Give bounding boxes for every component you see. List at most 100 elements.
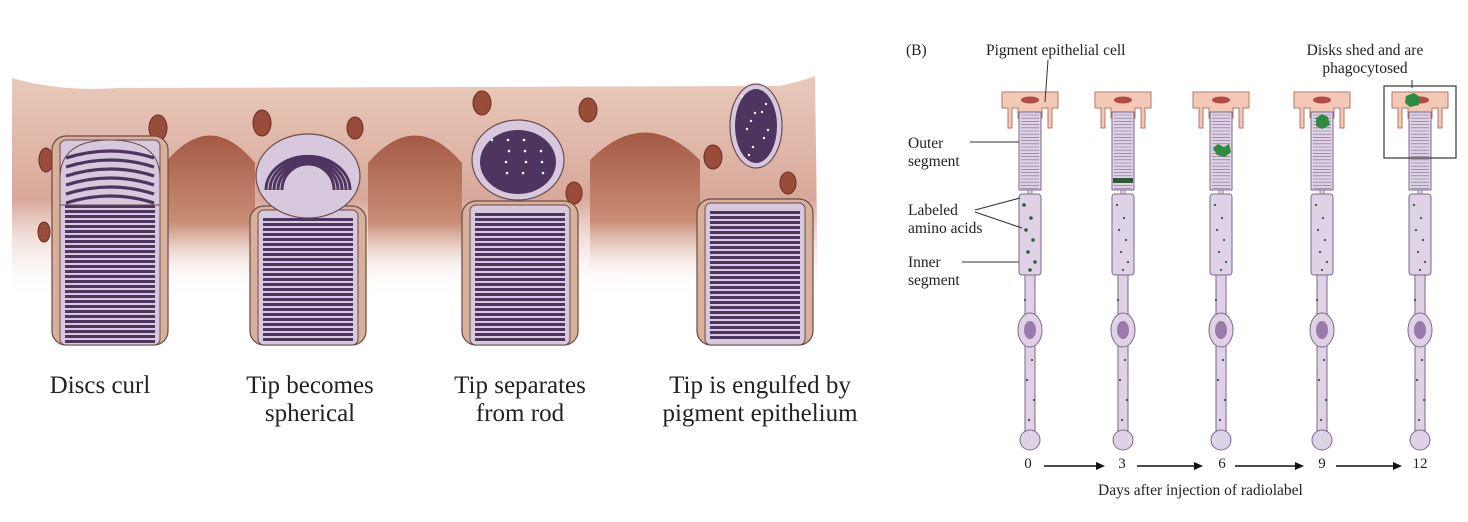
disc-3-278 [475, 278, 565, 281]
label-dot-3-4 [1318, 250, 1322, 254]
phagosome-speck-8 [760, 110, 764, 114]
disc-4-276 [710, 276, 800, 279]
disc-4-246 [710, 246, 800, 249]
rod-4 [696, 198, 814, 346]
label-dot-2-11 [1218, 418, 1222, 422]
day-label-12: 12 [1412, 456, 1428, 472]
curled-tip-stage-1 [59, 139, 161, 206]
label-dot-2-7 [1214, 298, 1218, 302]
label-dot-3-5 [1325, 260, 1329, 264]
pigment-cell-nucleus-1 [1114, 96, 1132, 104]
curled-disc-2 [65, 167, 155, 178]
disc-2-283 [263, 283, 353, 286]
disc-1-255 [65, 255, 155, 258]
inner-segment-1 [1111, 193, 1135, 276]
rod-fiber-4 [1414, 274, 1426, 441]
disc-3-268 [475, 268, 565, 271]
label-dot-4-8 [1420, 358, 1424, 362]
disc-4-291 [710, 291, 800, 294]
disc-3-228 [475, 228, 565, 231]
disc-4-231 [710, 231, 800, 234]
disc-4-321 [710, 321, 800, 324]
phagosome-speck-7 [747, 153, 751, 157]
label-band-2 [1213, 144, 1231, 157]
day-label-6: 6 [1218, 456, 1226, 472]
separating-tip-speck-8 [522, 138, 526, 142]
label-dot-4-9 [1415, 378, 1419, 382]
label-dot-0-3 [1031, 238, 1035, 242]
disc-2-303 [263, 303, 353, 306]
label-dot-4-0 [1412, 203, 1416, 207]
label-pigment-epithelial-cell: Pigment epithelial cell [986, 42, 1126, 59]
disc-3-258 [475, 258, 565, 261]
separating-tip-speck-1 [507, 149, 511, 153]
disc-3-293 [475, 293, 565, 296]
label-dot-4-3 [1421, 238, 1425, 242]
label-dot-2-2 [1215, 228, 1219, 232]
disc-4-271 [710, 271, 800, 274]
disc-4-296 [710, 296, 800, 299]
disc-3-223 [475, 223, 565, 226]
pigment-cell-1 [1094, 91, 1152, 129]
disc-2-218 [263, 218, 353, 221]
radiolabel-rod-day-0 [1001, 91, 1059, 451]
synaptic-terminal-1 [1112, 429, 1134, 451]
disc-1-250 [65, 250, 155, 253]
label-dot-1-11 [1120, 418, 1124, 422]
panel-b-radiolabel-rods [962, 59, 1457, 470]
label-dot-4-2 [1414, 228, 1418, 232]
disc-2-323 [263, 323, 353, 326]
label-dot-3-9 [1317, 378, 1321, 382]
label-dot-2-9 [1216, 378, 1220, 382]
cilium-1 [1120, 189, 1126, 195]
disc-3-323 [475, 323, 565, 326]
rod-fiber-1 [1117, 274, 1129, 441]
disc-2-258 [263, 258, 353, 261]
curled-disc-3 [65, 176, 155, 187]
disc-1-260 [65, 260, 155, 263]
label-dot-1-5 [1126, 260, 1130, 264]
disc-2-228 [263, 228, 353, 231]
disc-1-320 [65, 320, 155, 323]
label-band-1 [1113, 178, 1133, 183]
label-dot-3-11 [1319, 418, 1323, 422]
radiolabel-rod-day-9 [1293, 91, 1351, 451]
label-dot-2-0 [1213, 203, 1217, 207]
label-dot-0-0 [1022, 203, 1026, 207]
separating-tip-speck-2 [524, 160, 528, 164]
label-dot-2-5 [1224, 260, 1228, 264]
radiolabel-rod-day-6 [1192, 91, 1250, 451]
melanin-granule-4 [252, 109, 272, 137]
disc-2-268 [263, 268, 353, 271]
pigment-cell-2 [1192, 91, 1250, 129]
cilium-4 [1417, 189, 1423, 195]
label-dot-2-6 [1219, 268, 1223, 272]
disc-3-238 [475, 238, 565, 241]
disc-4-266 [710, 266, 800, 269]
day-label-9: 9 [1318, 456, 1326, 472]
disc-3-283 [475, 283, 565, 286]
phagosome-core [735, 89, 777, 163]
disc-4-221 [710, 221, 800, 224]
cilium-0 [1027, 189, 1033, 195]
melanin-granule-2 [37, 221, 51, 243]
disc-2-338 [263, 338, 353, 341]
disc-4-311 [710, 311, 800, 314]
label-dot-0-10 [1032, 398, 1036, 402]
label-dot-0-2 [1024, 228, 1028, 232]
disc-1-305 [65, 305, 155, 308]
disc-2-298 [263, 298, 353, 301]
curled-disc-4 [65, 185, 155, 196]
engulfed-phagosome-stage-4 [729, 83, 783, 169]
disc-2-293 [263, 293, 353, 296]
label-dot-4-1 [1419, 216, 1423, 220]
label-dot-1-6 [1121, 268, 1125, 272]
disc-1-275 [65, 275, 155, 278]
day-arrow-head-2 [1295, 462, 1304, 470]
leader-pigment-cell [1044, 59, 1049, 103]
label-dot-0-9 [1025, 378, 1029, 382]
disc-3-303 [475, 303, 565, 306]
phagosome-speck-5 [749, 119, 753, 123]
disc-1-215 [65, 215, 155, 218]
day-label-0: 0 [1024, 456, 1032, 472]
